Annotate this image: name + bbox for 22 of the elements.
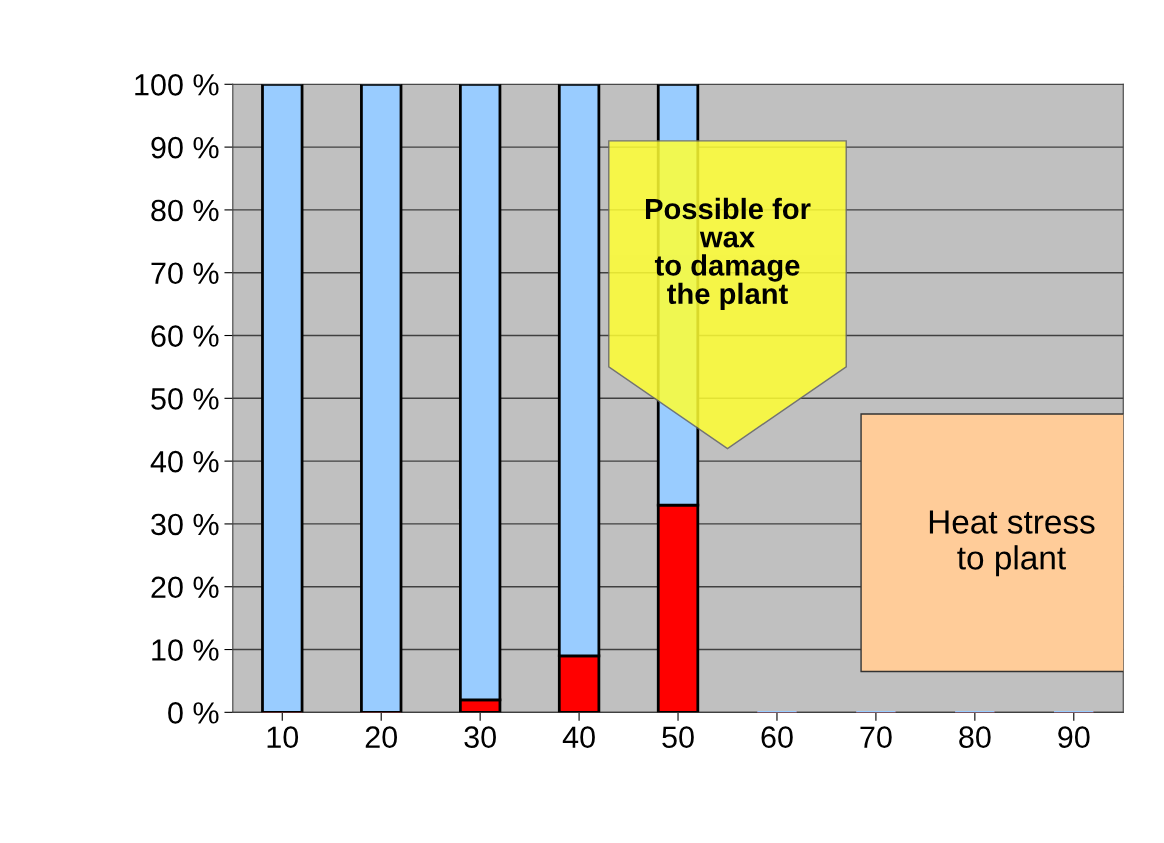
y-tick-label: 60 % (151, 325, 219, 347)
y-tick-label: 90 % (151, 136, 219, 159)
y-tick-label: 0 % (168, 702, 219, 724)
x-tick-label: 80 (959, 726, 991, 748)
x-tick-label: 60 (761, 726, 793, 748)
x-tick-label: 70 (860, 726, 892, 748)
annotation: Heat stress to plant (929, 510, 1095, 577)
y-tick-label: 10 % (152, 639, 219, 661)
x-tick-label: 40 (562, 726, 595, 748)
x-tick-label: 90 (1058, 726, 1090, 748)
y-tick-label: 70 % (151, 262, 219, 285)
y-tick-label: 80 % (151, 199, 219, 222)
y-tick-label: 100 % (135, 74, 219, 96)
annotation: Possible for wax to damage the plant (645, 197, 811, 310)
y-tick-label: 30 % (151, 513, 219, 536)
y-tick-label: 20 % (151, 576, 219, 599)
x-tick-label: 20 (365, 726, 398, 748)
x-tick-label: 30 (464, 726, 496, 748)
y-tick-label: 50 % (151, 388, 219, 410)
x-tick-label: 10 (267, 726, 299, 748)
y-tick-label: 40 % (150, 450, 219, 473)
x-tick-label: 50 (662, 726, 694, 748)
